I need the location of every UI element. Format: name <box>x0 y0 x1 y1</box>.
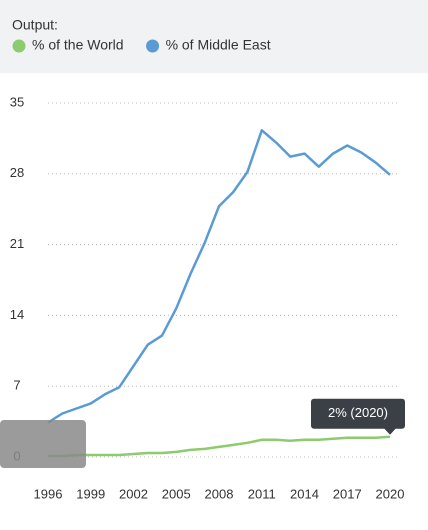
y-tick-label: 7 <box>13 378 20 393</box>
tooltip-pointer <box>384 428 396 435</box>
legend-label: % of Middle East <box>166 37 271 53</box>
series-line <box>48 435 391 458</box>
x-tick-label: 2002 <box>119 486 148 501</box>
x-tick-label: 2011 <box>248 486 276 501</box>
chart-title: Output: <box>12 17 58 33</box>
x-tick-label: 2008 <box>205 486 234 501</box>
x-tick-label: 1999 <box>76 486 105 501</box>
legend-label: % of the World <box>32 37 124 53</box>
x-tick-label: 2014 <box>290 486 319 501</box>
x-tick-label: 2017 <box>333 486 362 501</box>
x-tick-label: 2005 <box>162 486 191 501</box>
legend: % of the World % of Middle East <box>12 37 271 53</box>
x-tick-label: 2020 <box>376 486 405 501</box>
x-tick-label: 1996 <box>34 486 63 501</box>
y-tick-label: 35 <box>10 94 24 109</box>
watermark <box>0 420 86 468</box>
y-tick-label: 14 <box>10 307 24 322</box>
y-tick-label: 21 <box>10 236 24 251</box>
tooltip: 2% (2020) <box>311 398 405 435</box>
series-line <box>47 129 391 424</box>
plot: 0714212835199619992002200520082011201420… <box>10 94 405 501</box>
legend-panel <box>0 0 428 73</box>
tooltip-label: 2% (2020) <box>328 405 388 420</box>
legend-marker <box>146 39 160 53</box>
legend-marker <box>12 39 26 53</box>
tooltip-box <box>311 398 405 429</box>
y-tick-label: 28 <box>10 165 24 180</box>
